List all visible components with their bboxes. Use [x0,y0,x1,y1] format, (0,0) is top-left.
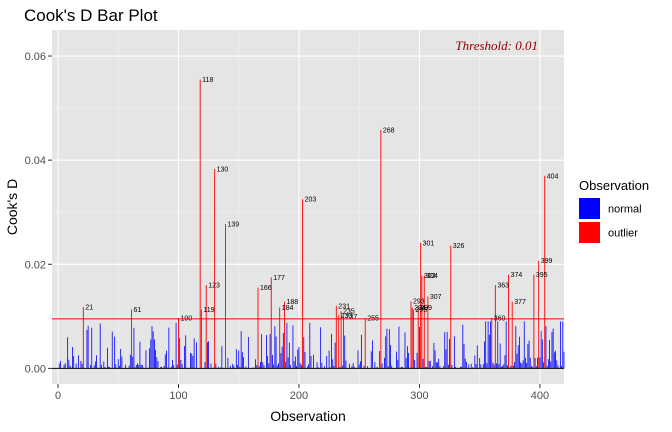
legend-entries: normal outlier [579,198,642,243]
outlier-label: 237 [346,314,358,321]
outlier-label: 293 [413,299,425,306]
outlier-label: 304 [426,273,438,280]
legend-swatch-outlier [579,222,600,243]
outlier-label: 395 [536,272,548,279]
plot-panel [52,30,564,384]
y-axis-ticks: 0.00 0.02 0.04 0.06 [25,51,52,375]
y-tick-label: 0.02 [25,259,46,271]
x-tick-label: 200 [290,390,308,402]
outlier-label: 301 [423,240,435,247]
x-tick-label: 300 [410,390,428,402]
outlier-label: 326 [453,243,465,250]
outlier-label: 233 [341,313,353,320]
outlier-label: 130 [217,166,229,173]
outlier-label: 404 [547,173,559,180]
x-tick-label: 100 [169,390,187,402]
y-tick-label: 0.04 [25,155,46,167]
outlier-label: 399 [541,258,553,265]
outlier-label: 235 [343,309,355,316]
y-tick-label: 0.06 [25,51,46,63]
outlier-label: 374 [511,272,523,279]
outlier-label: 118 [202,77,213,84]
outlier-label: 377 [514,299,526,306]
outlier-label: 299 [420,305,432,312]
legend-title: Observation [579,178,649,193]
outlier-label: 184 [282,305,294,312]
outlier-label: 123 [208,283,220,290]
outlier-label: 119 [203,307,214,314]
x-axis-title: Observation [270,408,345,424]
legend: Observation normal outlier [579,178,649,243]
y-tick-label: 0.00 [25,363,46,375]
outlier-label: 307 [430,294,442,301]
outlier-label: 139 [227,222,239,229]
outlier-label: 177 [273,275,285,282]
outlier-bars [82,79,546,369]
outlier-label: 61 [134,307,142,314]
outlier-label: 231 [338,303,350,310]
x-tick-label: 400 [531,390,549,402]
minor-gridlines [52,30,564,384]
legend-label-normal: normal [608,204,642,216]
outlier-label: 302 [424,273,436,280]
outlier-labels: 21 61100118119123130139166177184188203231… [85,77,558,322]
outlier-label: 188 [287,299,299,306]
outlier-label: 203 [305,197,317,204]
y-axis-title: Cook's D [4,179,20,235]
x-tick-label: 0 [55,390,61,402]
outlier-label: 294 [414,305,426,312]
outlier-label: 363 [497,283,509,290]
legend-swatch-normal [579,198,600,219]
outlier-label: 295 [415,307,427,314]
x-axis-ticks: 0 100 200 300 400 [55,384,549,402]
legend-label-outlier: outlier [608,228,638,240]
chart-title: Cook's D Bar Plot [24,6,158,25]
outlier-label: 21 [85,304,93,311]
outlier-label: 166 [260,285,272,292]
outlier-label: 268 [383,127,395,134]
threshold-label: Threshold: 0.01 [455,38,538,53]
